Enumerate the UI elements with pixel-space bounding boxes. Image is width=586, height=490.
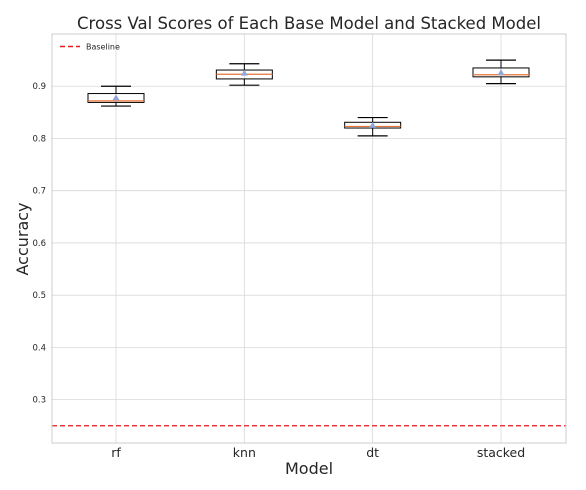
mean-marker: [112, 94, 120, 101]
x-tick-label: knn: [233, 445, 256, 460]
x-axis-title: Model: [285, 459, 333, 478]
chart-title: Cross Val Scores of Each Base Model and …: [77, 14, 541, 33]
y-tick-label: 0.8: [32, 134, 46, 144]
legend-baseline-label: Baseline: [86, 43, 120, 52]
box-knn: [215, 63, 273, 86]
y-tick-label: 0.3: [32, 396, 46, 406]
mean-marker: [240, 69, 248, 76]
x-tick-label: rf: [111, 445, 121, 460]
x-tick-label: dt: [366, 445, 379, 460]
mean-marker: [497, 69, 505, 76]
y-axis-title: Accuracy: [13, 202, 32, 275]
legend: Baseline: [60, 43, 120, 52]
box-stacked: [472, 59, 530, 85]
box-body: [87, 93, 145, 103]
y-tick-labels: 0.3 0.4 0.5 0.6 0.7 0.8 0.9: [32, 82, 46, 405]
boxes: [87, 59, 530, 137]
plot-frame: [51, 33, 567, 444]
x-tick-label: stacked: [477, 445, 525, 460]
y-tick-label: 0.9: [32, 82, 46, 92]
y-tick-label: 0.4: [32, 343, 46, 353]
y-tick-label: 0.5: [32, 291, 46, 301]
mean-marker: [369, 121, 377, 128]
box-rf: [87, 85, 145, 107]
box-dt: [344, 116, 402, 137]
y-tick-label: 0.6: [32, 239, 46, 249]
box-body: [472, 67, 530, 78]
x-tick-labels: rf knn dt stacked: [111, 445, 525, 460]
grid: [52, 34, 566, 443]
y-tick-label: 0.7: [32, 187, 46, 197]
